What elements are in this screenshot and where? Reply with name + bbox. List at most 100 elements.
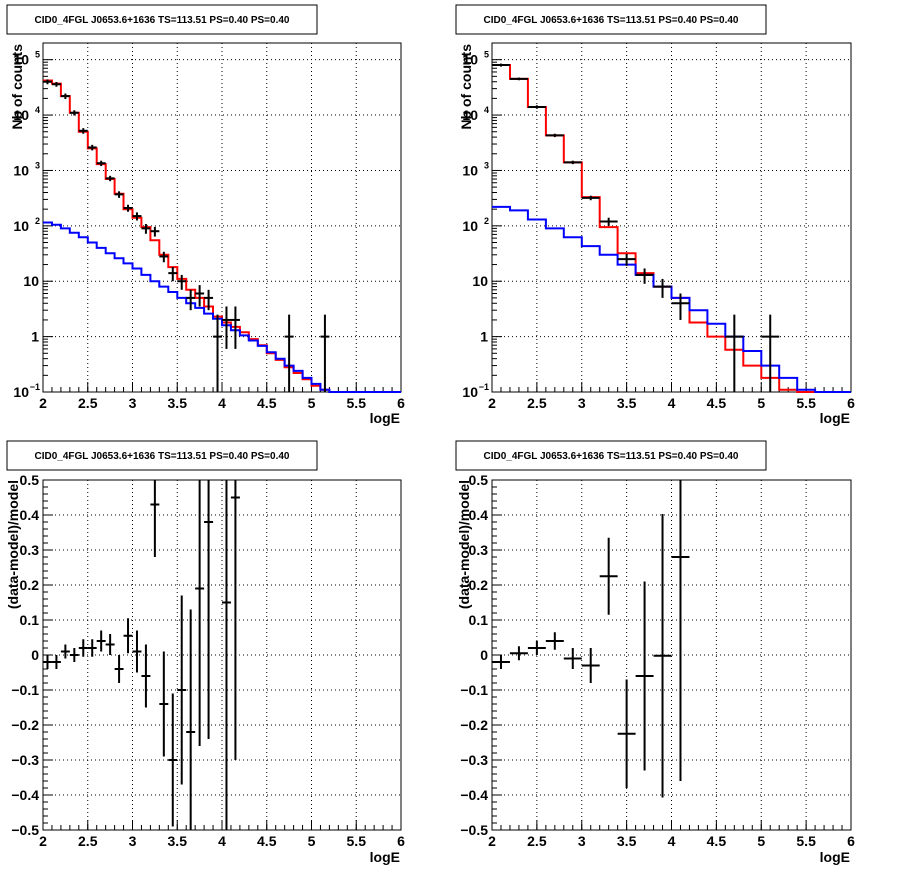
y-tick-exponent: 3 [35, 160, 40, 170]
data-point [230, 480, 240, 760]
y-tick-label: −0.5 [460, 822, 488, 838]
x-tick-label: 2.5 [78, 833, 98, 849]
plot-frame [42, 42, 402, 393]
data-point [635, 268, 654, 284]
data-point [213, 314, 222, 392]
y-tick-label: −0.1 [11, 682, 39, 698]
y-tick-label: −0.2 [11, 717, 39, 733]
data-point [284, 314, 294, 392]
data-point [123, 204, 133, 212]
data-point [492, 655, 510, 669]
x-tick-label: 6 [847, 395, 855, 411]
data-point [43, 655, 52, 669]
y-tick-label: 0.2 [469, 577, 489, 593]
x-tick-label: 5 [757, 395, 765, 411]
plot-area: 2 2.5 3 3.5 4 4.5 5 5.5 6 −0.5 −0.4 −0.3 −0.2 −0.1 0 0.… [460, 472, 855, 849]
data-point [132, 212, 142, 221]
data-point [761, 314, 780, 392]
data-point [123, 618, 133, 654]
x-tick-label: 4.5 [707, 395, 727, 411]
x-tick-label: 5 [757, 833, 765, 849]
data-point [96, 630, 106, 652]
data-point [617, 679, 636, 788]
data-point [186, 609, 196, 830]
x-axis-label: logE [820, 410, 850, 426]
x-axis-label: logE [820, 849, 850, 865]
data-point [177, 595, 187, 785]
data-point [653, 513, 672, 798]
data-point [509, 646, 528, 661]
y-tick-label: 0 [480, 647, 488, 663]
x-tick-label: 4 [668, 833, 676, 849]
x-tick-label: 2 [488, 395, 496, 411]
data-point [87, 639, 97, 657]
data-point [527, 105, 546, 109]
x-tick-label: 6 [397, 833, 405, 849]
x-tick-label: 2 [39, 395, 47, 411]
y-tick-label: 10 [462, 107, 478, 123]
x-tick-label: 4.5 [257, 833, 277, 849]
x-tick-label: 2 [488, 833, 496, 849]
data-point [563, 160, 582, 165]
y-tick-label: 0.1 [469, 612, 489, 628]
data-point [230, 306, 240, 349]
data-point [204, 480, 214, 739]
x-axis-label: logE [370, 849, 400, 865]
y-tick-exponent: 2 [35, 216, 40, 226]
y-tick-label: 10 [13, 52, 29, 68]
y-tick-label: 10 [462, 384, 478, 400]
panel-bottom-left: CID0_4FGL J0653.6+1636 TS=113.51 PS=0.40… [5, 440, 405, 865]
y-tick-exponent: 2 [484, 216, 489, 226]
y-tick-label: 10 [23, 273, 39, 289]
y-tick-label: 10 [13, 162, 29, 178]
y-tick-label: 10 [13, 218, 29, 234]
x-tick-label: 4.5 [707, 833, 727, 849]
y-tick-label: 10 [472, 273, 488, 289]
data-point [671, 480, 690, 781]
data-point [320, 314, 330, 392]
panel-top-left: CID0_4FGL J0653.6+1636 TS=113.51 PS=0.40… [6, 4, 405, 426]
y-tick-label: −0.1 [460, 682, 488, 698]
data-point [69, 648, 79, 662]
x-tick-label: 3.5 [168, 833, 188, 849]
data-point [43, 79, 52, 85]
x-tick-label: 2.5 [527, 833, 547, 849]
y-tick-label: 0.2 [20, 577, 40, 593]
data-point [159, 251, 169, 263]
x-tick-label: 4 [668, 395, 676, 411]
panel-title: CID0_4FGL J0653.6+1636 TS=113.51 PS=0.40… [34, 451, 289, 462]
data-point [581, 648, 600, 683]
title-box [6, 4, 318, 35]
data-point [168, 267, 178, 282]
y-tick-label: −0.5 [11, 822, 39, 838]
data-point [725, 314, 744, 392]
x-tick-label: 2.5 [527, 395, 547, 411]
x-tick-label: 3 [129, 833, 137, 849]
data-point [671, 293, 690, 320]
y-tick-label: 10 [13, 384, 29, 400]
data-point [141, 644, 151, 708]
data-point [222, 306, 231, 349]
y-tick-exponent: 4 [484, 105, 489, 115]
panel-title: CID0_4FGL J0653.6+1636 TS=113.51 PS=0.40… [483, 451, 738, 462]
y-tick-label: 10 [462, 162, 478, 178]
x-tick-label: 6 [397, 395, 405, 411]
title-box [455, 4, 767, 35]
data-point [60, 644, 70, 659]
data-point [195, 480, 205, 746]
y-tick-label: −0.3 [11, 752, 39, 768]
data-point [150, 480, 160, 557]
y-tick-label: 0.3 [469, 542, 489, 558]
y-tick-exponent: 4 [35, 105, 40, 115]
plot-frame [491, 42, 852, 393]
data-point [168, 693, 178, 827]
y-tick-label: 0.3 [20, 542, 40, 558]
data-point [96, 160, 106, 167]
data-point [105, 634, 115, 655]
y-axis-label: (data-model)/model [456, 480, 472, 609]
data-point [141, 223, 151, 234]
x-tick-label: 3.5 [617, 395, 637, 411]
data-point [51, 655, 61, 669]
